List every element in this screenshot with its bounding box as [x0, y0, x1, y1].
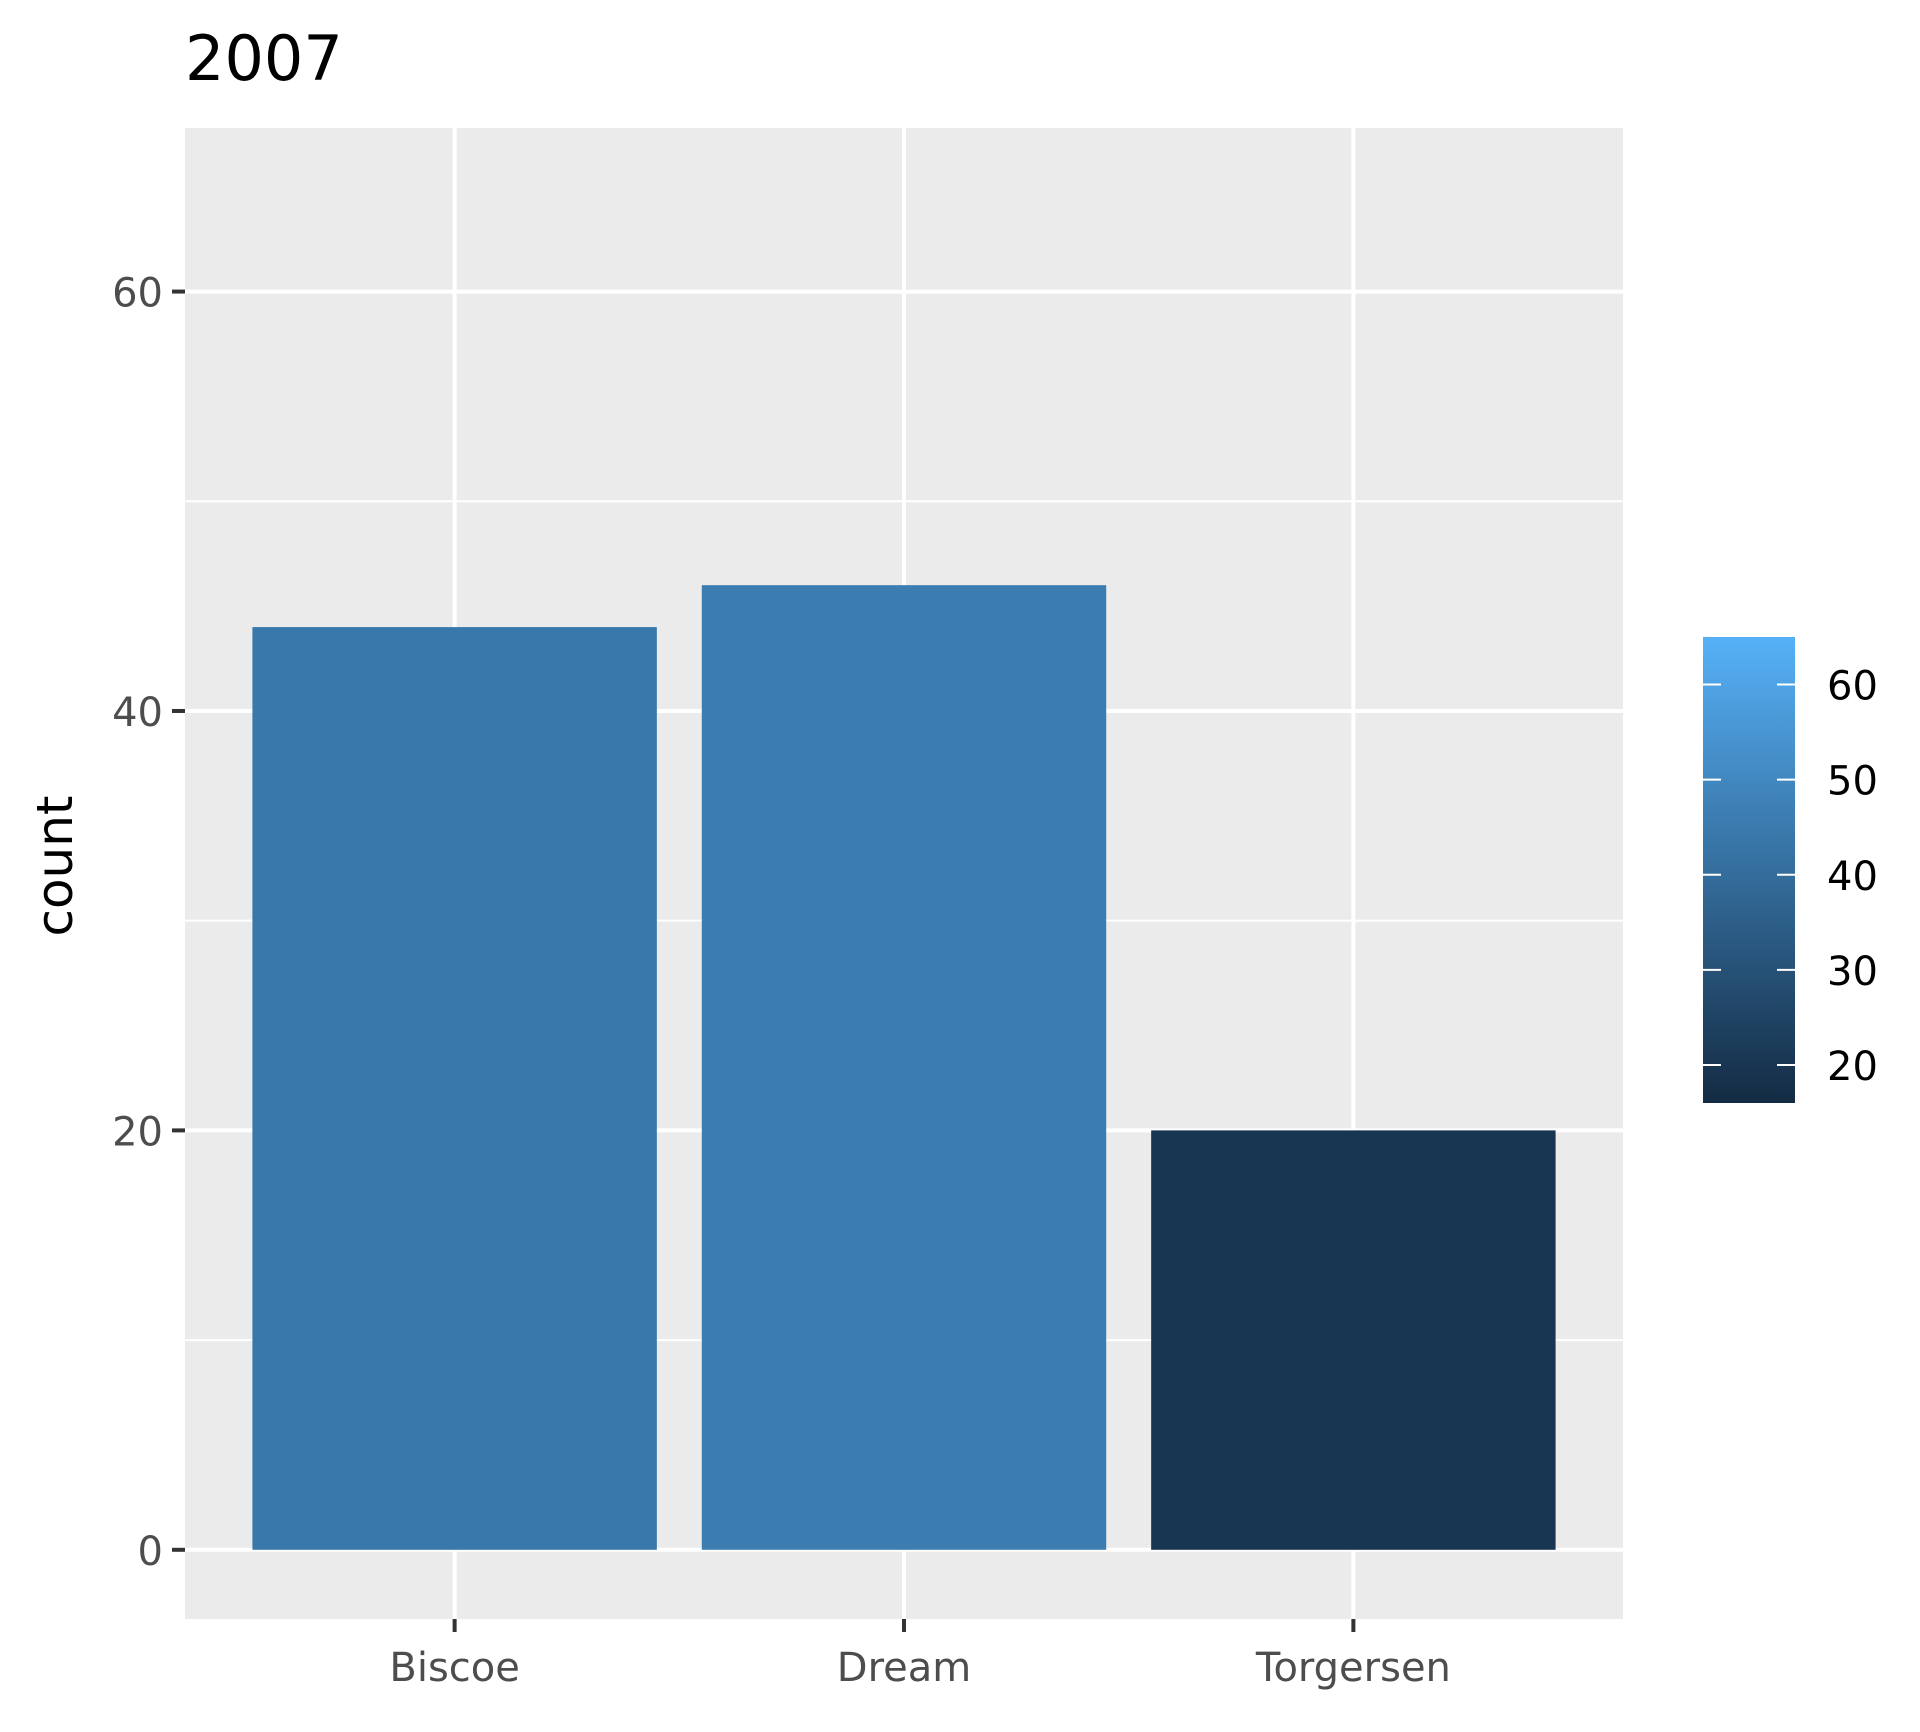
chart-title: 2007	[185, 22, 343, 95]
y-tick-label: 60	[112, 271, 163, 317]
colorbar-tick-label: 60	[1827, 664, 1878, 710]
x-tick-label: Biscoe	[389, 1645, 519, 1691]
colorbar-tick-label: 20	[1827, 1044, 1878, 1090]
y-tick-label: 20	[112, 1109, 163, 1155]
y-tick-label: 0	[138, 1529, 163, 1575]
x-tick-label: Torgersen	[1255, 1645, 1451, 1691]
colorbar-tick-label: 50	[1827, 759, 1878, 805]
colorbar	[1703, 637, 1795, 1103]
colorbar-tick-label: 40	[1827, 854, 1878, 900]
axes: 0 20 40 60 Biscoe Dream Torgersen	[112, 271, 1451, 1691]
bar-biscoe	[252, 627, 657, 1550]
x-tick-label: Dream	[837, 1645, 971, 1691]
colorbar-tick-label: 30	[1827, 949, 1878, 995]
y-axis-label: count	[26, 795, 84, 936]
y-tick-label: 40	[112, 690, 163, 736]
bar-dream	[701, 585, 1107, 1550]
bars	[252, 585, 1556, 1550]
colorbar-legend: 20 30 40 50 60	[1703, 637, 1878, 1103]
bar-torgersen	[1151, 1130, 1556, 1550]
